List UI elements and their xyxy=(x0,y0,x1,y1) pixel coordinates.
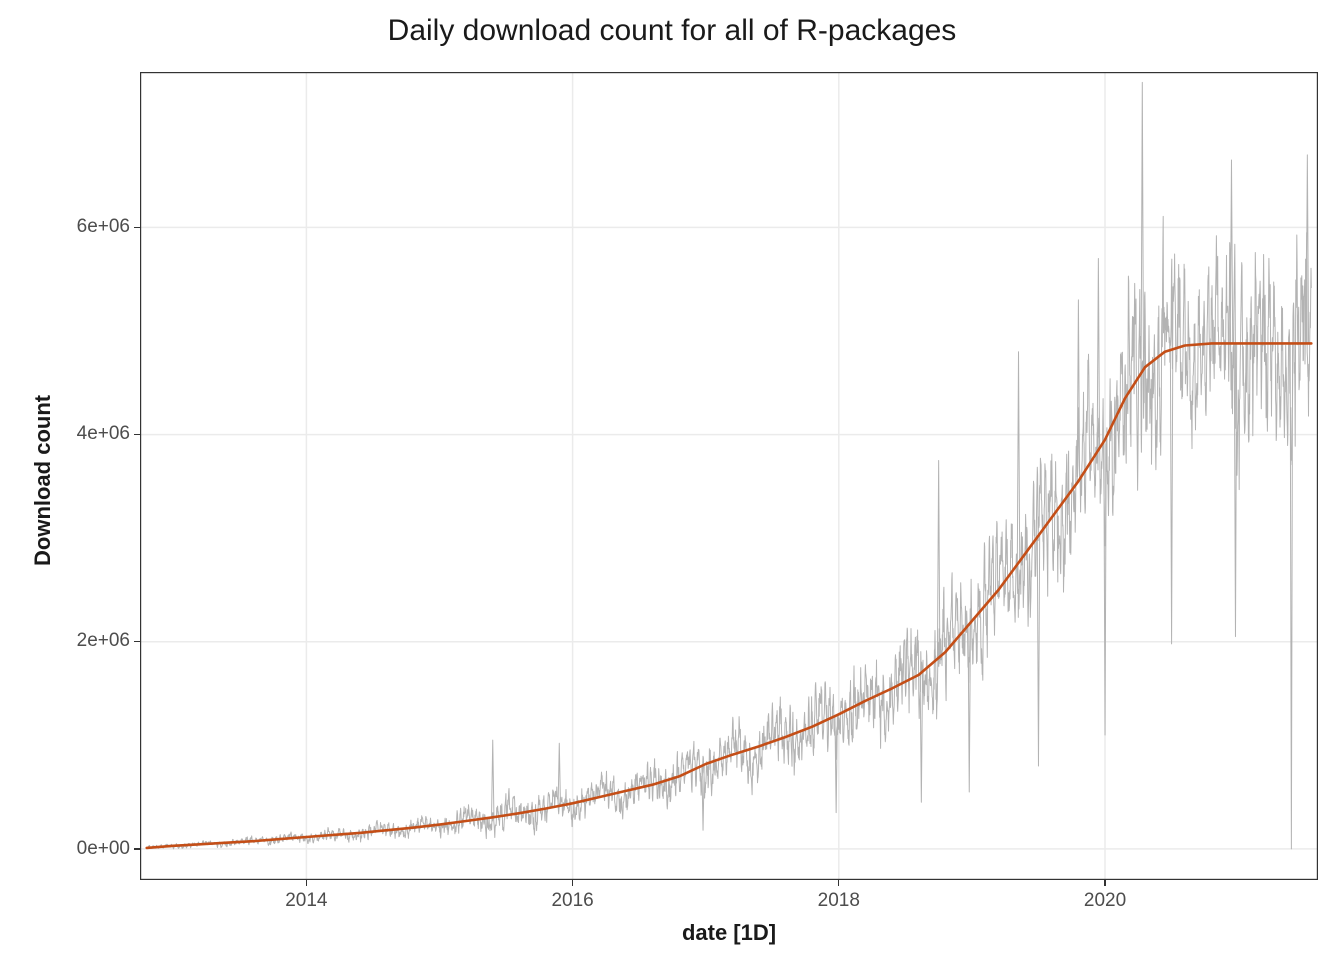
x-tick-label: 2016 xyxy=(533,890,613,912)
y-axis-label: Download count xyxy=(30,395,56,566)
y-tick-mark xyxy=(134,641,140,642)
x-axis-label: date [1D] xyxy=(140,920,1318,946)
y-tick-label: 2e+06 xyxy=(77,630,130,652)
plot-panel xyxy=(140,72,1318,880)
y-tick-mark xyxy=(134,227,140,228)
y-tick-label: 4e+06 xyxy=(77,423,130,445)
chart-container: Daily download count for all of R-packag… xyxy=(0,0,1344,960)
raw-series-line xyxy=(147,82,1312,849)
y-tick-mark xyxy=(134,434,140,435)
x-tick-mark xyxy=(306,880,307,886)
chart-title: Daily download count for all of R-packag… xyxy=(0,14,1344,48)
y-tick-label: 6e+06 xyxy=(77,216,130,238)
x-tick-mark xyxy=(1104,880,1105,886)
y-tick-label: 0e+00 xyxy=(77,838,130,860)
x-tick-label: 2020 xyxy=(1065,890,1145,912)
x-tick-mark xyxy=(838,880,839,886)
x-tick-label: 2014 xyxy=(266,890,346,912)
plot-svg xyxy=(140,72,1318,880)
x-tick-label: 2018 xyxy=(799,890,879,912)
x-tick-mark xyxy=(572,880,573,886)
y-tick-mark xyxy=(134,848,140,849)
